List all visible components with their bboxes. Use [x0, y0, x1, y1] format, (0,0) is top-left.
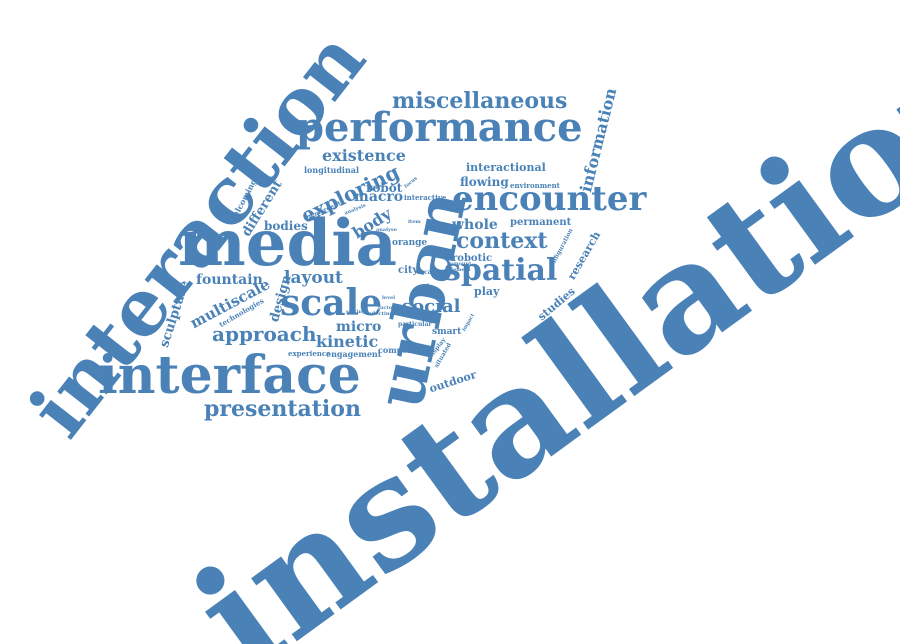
word-interface: interface — [98, 345, 361, 406]
word-context: context — [456, 228, 548, 254]
word-interactive: interactive — [404, 193, 447, 202]
word-amount: amount — [450, 261, 472, 267]
word-existence: existence — [322, 146, 406, 165]
word-spatial: spatial — [444, 253, 558, 288]
word-macro: macro — [354, 189, 404, 205]
word-flowing: flowing — [460, 175, 509, 189]
word-item: item — [408, 219, 421, 225]
word-robot: robot — [366, 181, 403, 195]
word-impact: impact — [461, 312, 476, 333]
word-mirror: mirror — [410, 309, 429, 315]
word-kinetic: kinetic — [316, 332, 379, 351]
word-analyse: analyse — [376, 227, 397, 233]
word-case: case — [424, 269, 439, 276]
word-level: level — [382, 295, 396, 301]
word-fountain: fountain — [196, 272, 263, 288]
word-component: component — [378, 345, 429, 355]
word-play: play — [474, 285, 500, 298]
word-setting: setting — [346, 309, 366, 315]
word-orange: orange — [392, 238, 428, 248]
word-information: information — [576, 85, 621, 195]
word-reflecting: reflecting — [366, 311, 394, 317]
word-approach: approach — [212, 322, 317, 346]
word-smart: smart — [432, 327, 462, 337]
word-element: element — [448, 267, 471, 273]
word-longitudinal: longitudinal — [304, 165, 360, 175]
word-layout: layout — [284, 268, 343, 288]
word-miscellaneous: miscellaneous — [392, 88, 568, 114]
word-permanent: permanent — [510, 217, 572, 228]
word-scale: scale — [280, 282, 383, 324]
word-whole: whole — [452, 217, 498, 233]
word-media: media — [178, 206, 397, 281]
word-presentation: presentation — [204, 396, 361, 422]
word-social: social — [402, 296, 461, 317]
word-micro: micro — [336, 319, 382, 335]
word-form: form — [432, 247, 446, 253]
word-interactional: interactional — [466, 161, 546, 174]
word-performance: performance — [296, 104, 583, 151]
word-encounter: encounter — [452, 179, 647, 219]
word-experience: experience — [288, 349, 331, 358]
word-engagement: engagement — [326, 349, 382, 359]
word-robotic: robotic — [452, 253, 493, 264]
word-city: city — [398, 265, 419, 276]
word-factor: factor — [378, 305, 395, 311]
word-particular: particular — [398, 321, 432, 328]
word-environment: environment — [510, 181, 560, 190]
word-bodies: bodies — [264, 219, 308, 233]
